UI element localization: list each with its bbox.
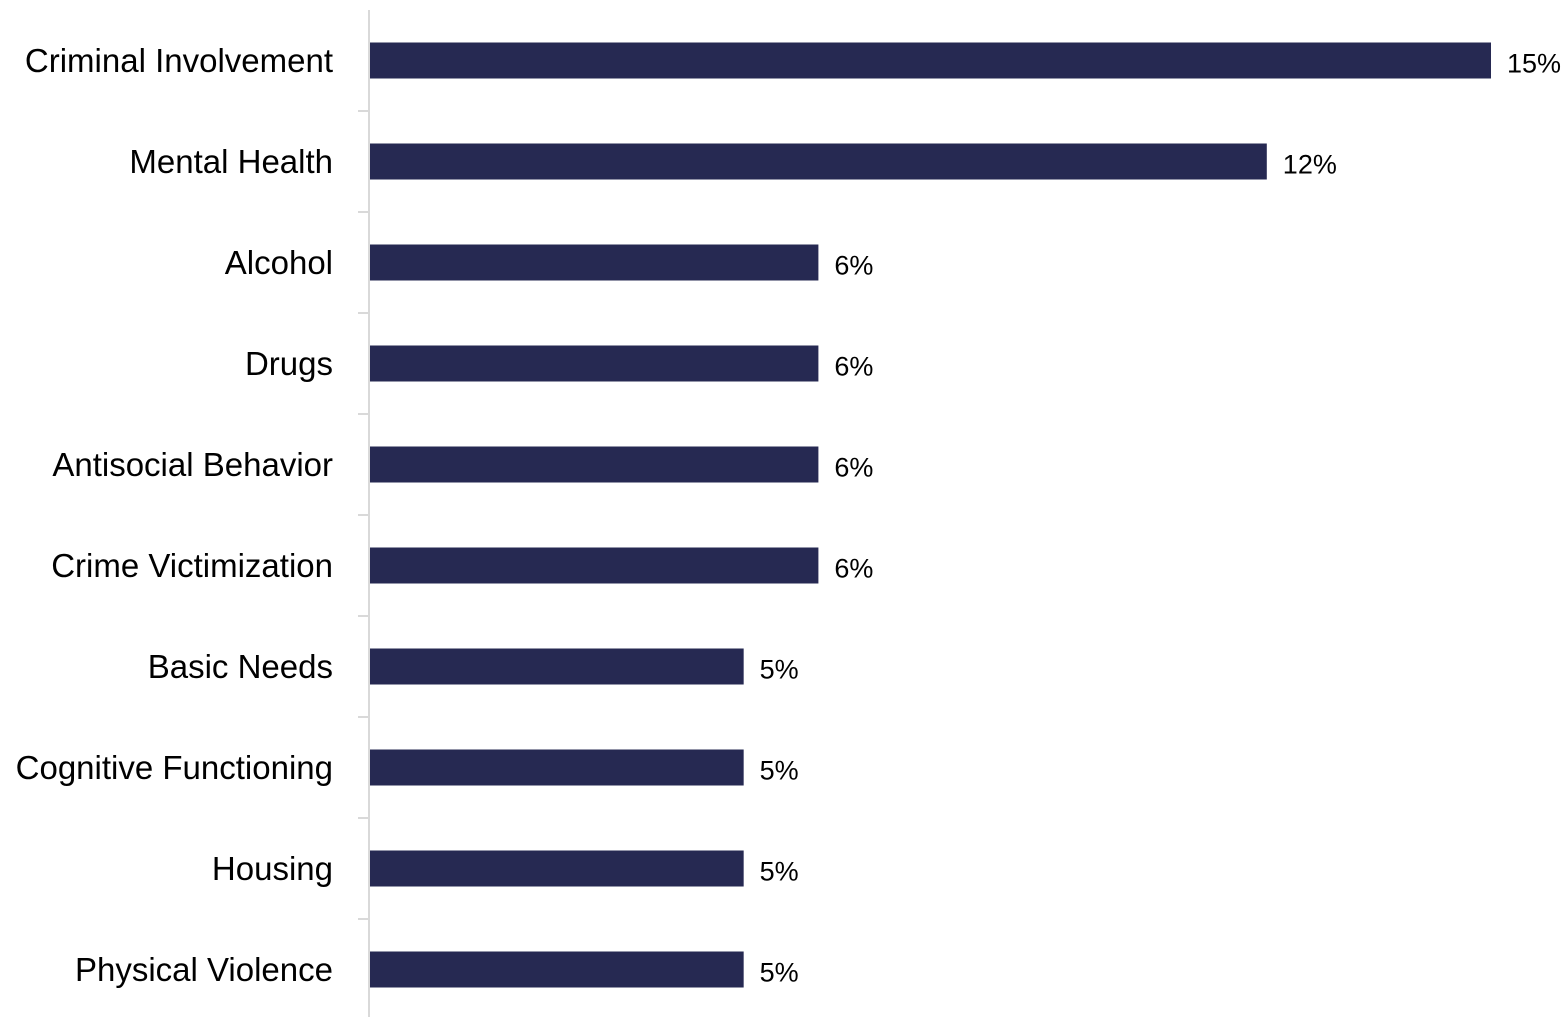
value-label: 5% [760, 756, 799, 786]
bar [370, 547, 819, 584]
bar [370, 345, 819, 382]
bar [370, 850, 744, 887]
bar [370, 42, 1491, 79]
value-label: 12% [1283, 150, 1337, 180]
value-label: 6% [834, 554, 873, 584]
category-label: Crime Victimization [51, 547, 333, 584]
value-label: 6% [834, 251, 873, 281]
category-label: Physical Violence [75, 951, 333, 988]
value-label: 5% [760, 857, 799, 887]
bar [370, 648, 744, 685]
category-label: Antisocial Behavior [52, 446, 333, 483]
category-label: Basic Needs [148, 648, 333, 685]
bar [370, 143, 1267, 180]
bars [370, 42, 1491, 988]
value-label: 6% [834, 453, 873, 483]
bar [370, 446, 819, 483]
bar [370, 244, 819, 281]
value-label: 15% [1507, 49, 1561, 79]
category-label: Drugs [245, 345, 333, 382]
value-label: 5% [760, 958, 799, 988]
category-axis [358, 10, 370, 1017]
bar [370, 749, 744, 786]
value-label: 6% [834, 352, 873, 382]
category-label: Alcohol [225, 244, 333, 281]
value-labels: 15% 12% 6% 6% 6% 6% 5% 5% 5% 5% [760, 49, 1561, 988]
category-label: Housing [212, 850, 333, 887]
category-label: Cognitive Functioning [16, 749, 333, 786]
bar [370, 951, 744, 988]
value-label: 5% [760, 655, 799, 685]
category-label: Criminal Involvement [25, 42, 333, 79]
category-label: Mental Health [129, 143, 333, 180]
category-labels: Criminal Involvement Mental Health Alcohol… [16, 42, 333, 988]
